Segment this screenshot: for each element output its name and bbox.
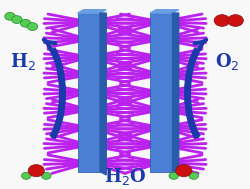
Polygon shape (78, 10, 106, 13)
Circle shape (189, 172, 198, 179)
Circle shape (22, 172, 31, 179)
Circle shape (28, 165, 44, 177)
Text: H$_2$: H$_2$ (10, 51, 36, 72)
Circle shape (12, 16, 22, 23)
Bar (150, 13, 172, 172)
Text: H$_2$O: H$_2$O (104, 166, 146, 187)
Circle shape (5, 12, 15, 20)
Polygon shape (100, 13, 106, 175)
Circle shape (214, 15, 230, 26)
Circle shape (27, 23, 38, 30)
Circle shape (176, 165, 192, 177)
Circle shape (228, 15, 244, 26)
Polygon shape (150, 10, 179, 13)
Bar (78, 13, 100, 172)
Circle shape (169, 172, 178, 179)
Circle shape (20, 19, 31, 27)
Circle shape (42, 172, 51, 179)
Text: O$_2$: O$_2$ (215, 51, 240, 72)
Polygon shape (172, 13, 179, 175)
